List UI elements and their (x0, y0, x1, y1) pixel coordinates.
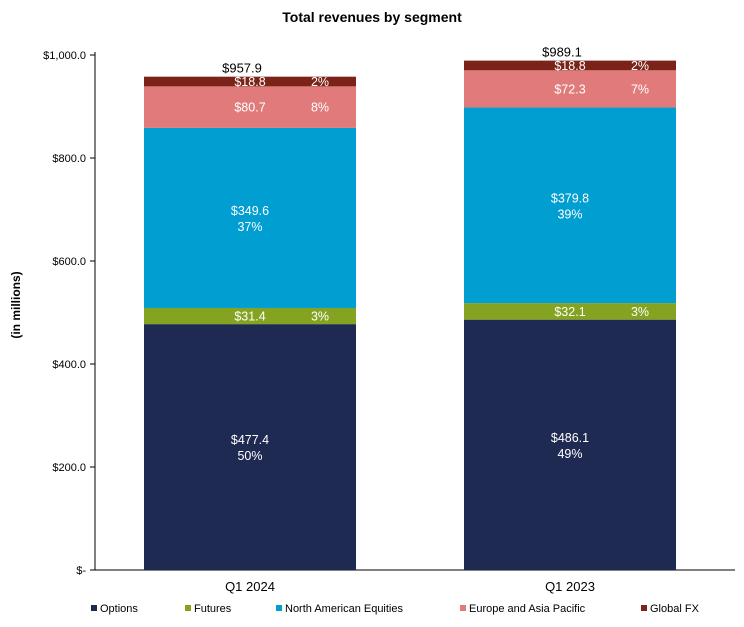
legend-swatch-north-american-equities (276, 605, 282, 611)
y-axis-label: (in millions) (9, 271, 23, 338)
legend-swatch-global-fx (641, 605, 647, 611)
bar-total-label: $957.9 (222, 61, 262, 76)
segment-percent-label: 3% (311, 310, 329, 324)
y-tick-label: $200.0 (52, 462, 86, 474)
segment-percent-label: 2% (311, 75, 329, 89)
segment-value-label: $486.1 (551, 431, 589, 445)
x-category-label: Q1 2023 (545, 579, 595, 594)
bar-segment-options (144, 324, 356, 570)
category-labels: Q1 2024 Q1 2023 (225, 579, 595, 594)
y-tick-label: $- (76, 565, 86, 577)
segment-percent-label: 8% (311, 101, 329, 115)
segment-value-label: $32.1 (554, 305, 585, 319)
segment-percent-label: 49% (557, 447, 582, 461)
segment-percent-label: 2% (631, 59, 649, 73)
legend-label: Options (100, 603, 138, 615)
legend-label: Europe and Asia Pacific (469, 603, 586, 615)
segment-value-label: $349.6 (231, 204, 269, 218)
segment-value-label: $80.7 (234, 101, 265, 115)
bar-segment-global-fx (464, 60, 676, 71)
bar-segment-options (464, 319, 676, 570)
segment-percent-label: 37% (237, 220, 262, 234)
segment-value-label: $18.8 (554, 59, 585, 73)
y-tick-label: $400.0 (52, 359, 86, 371)
y-ticks: $- $200.0 $400.0 $600.0 $800.0 $1,000.0 (43, 50, 95, 577)
data-labels: $477.4 50% $31.4 3% $349.6 37% $80.7 8% $18.8 2% $… (222, 45, 649, 463)
bar-segment-futures (144, 307, 356, 325)
legend-label: Futures (194, 603, 232, 615)
segment-value-label: $31.4 (234, 310, 265, 324)
legend-swatch-europe-and-asia-pacific (460, 605, 466, 611)
legend: Options Futures North American Equities Eur… (91, 603, 700, 615)
y-tick-label: $800.0 (52, 153, 86, 165)
bar-segment-europe-and-asia-pacific (464, 70, 676, 108)
legend-label: North American Equities (285, 603, 403, 615)
segment-value-label: $379.8 (551, 191, 589, 205)
segment-percent-label: 50% (237, 449, 262, 463)
bar-total-label: $989.1 (542, 45, 582, 60)
bar-segment-europe-and-asia-pacific (144, 86, 356, 128)
bars (144, 60, 676, 570)
y-tick-label: $1,000.0 (43, 50, 86, 62)
segment-percent-label: 39% (557, 207, 582, 221)
segment-percent-label: 3% (631, 305, 649, 319)
legend-swatch-futures (185, 605, 191, 611)
segment-value-label: $18.8 (234, 75, 265, 89)
bar-segment-north-american-equities (144, 127, 356, 308)
bar-segment-global-fx (144, 76, 356, 87)
bar-segment-futures (464, 303, 676, 320)
chart-title: Total revenues by segment (282, 9, 462, 25)
legend-label: Global FX (650, 603, 700, 615)
segment-value-label: $477.4 (231, 433, 269, 447)
segment-value-label: $72.3 (554, 82, 585, 96)
y-tick-label: $600.0 (52, 256, 86, 268)
bar-segment-north-american-equities (464, 107, 676, 304)
segment-percent-label: 7% (631, 82, 649, 96)
legend-swatch-options (91, 605, 97, 611)
x-category-label: Q1 2024 (225, 579, 275, 594)
